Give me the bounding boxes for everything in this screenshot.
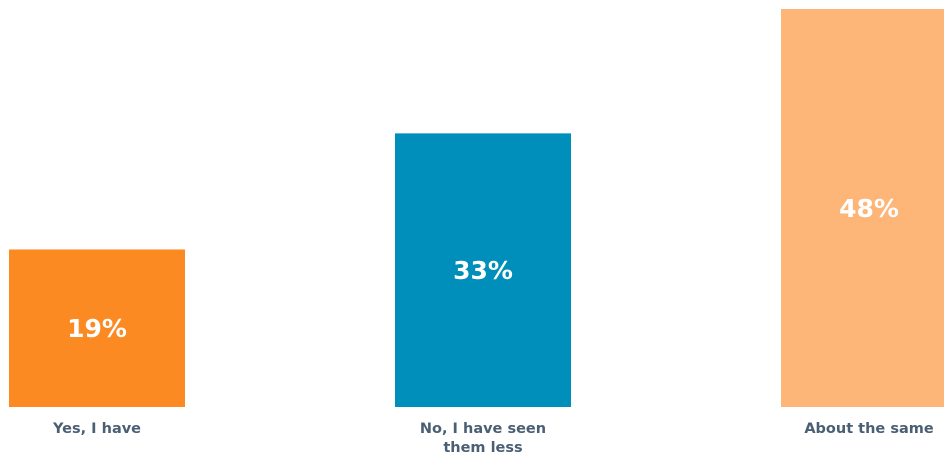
category-label-1: Yes, I have xyxy=(52,421,141,437)
category-label-line: Yes, I have xyxy=(52,421,141,437)
bar-value-label-2: 33% xyxy=(453,256,513,285)
category-label-line: About the same xyxy=(804,421,934,437)
category-label-line: them less xyxy=(443,440,522,456)
category-labels-group: Yes, I have No, I have seen them less About… xyxy=(52,421,934,456)
bar-value-label-3: 48% xyxy=(839,194,899,223)
category-label-line: No, I have seen xyxy=(420,421,546,437)
category-label-2: No, I have seen them less xyxy=(420,421,546,456)
bar-1 xyxy=(9,249,185,407)
category-label-3: About the same xyxy=(804,421,934,437)
bar-value-label-1: 19% xyxy=(67,314,127,343)
bars-group xyxy=(9,9,944,407)
bar-2 xyxy=(395,133,571,407)
bar-3 xyxy=(781,9,944,407)
value-labels-group: 19% 33% 48% xyxy=(67,194,899,343)
